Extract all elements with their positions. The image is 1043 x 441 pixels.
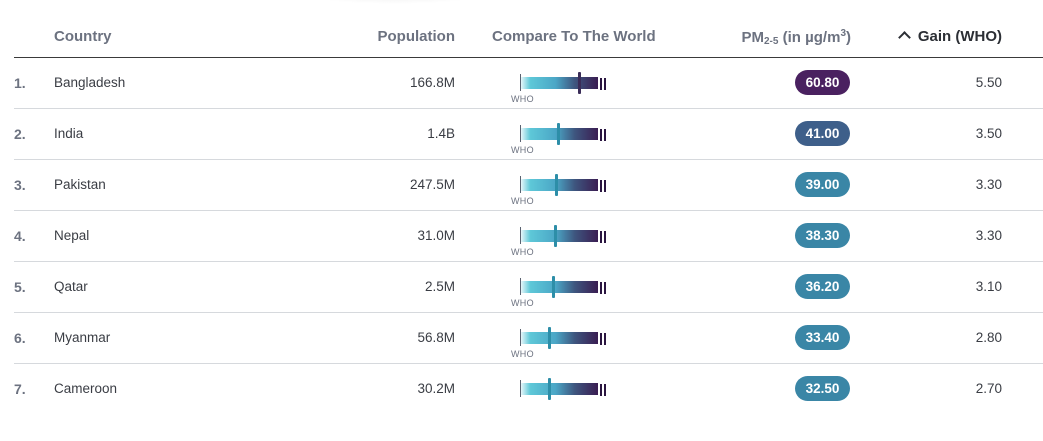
who-label: WHO	[511, 94, 534, 104]
gain-value: 2.80	[975, 330, 1002, 345]
country-name[interactable]: Nepal	[54, 228, 90, 243]
who-guideline-tick	[520, 278, 521, 295]
pm-close-paren: )	[846, 29, 851, 46]
pm25-value-badge: 39.00	[795, 172, 850, 197]
gain-value: 3.50	[975, 126, 1002, 141]
pm-gradient-bar	[521, 77, 598, 89]
country-name[interactable]: Qatar	[54, 279, 88, 294]
gain-header-label: Gain (WHO)	[917, 28, 1002, 45]
rank-number: 1.	[14, 75, 26, 91]
population-value: 2.5M	[424, 279, 455, 294]
country-level-marker	[554, 225, 557, 247]
pm-label: PM	[741, 29, 765, 46]
country-name[interactable]: Cameroon	[54, 381, 118, 396]
sort-ascending-icon[interactable]	[897, 31, 911, 44]
scale-end-marks	[600, 384, 606, 396]
compare-to-world-bar	[509, 364, 609, 414]
scale-end-marks	[600, 78, 606, 90]
country-level-marker	[555, 174, 558, 196]
who-guideline-tick	[520, 227, 521, 244]
country-level-marker	[548, 327, 551, 349]
pm-gradient-bar	[521, 230, 598, 242]
gain-value: 2.70	[975, 381, 1002, 396]
country-name[interactable]: Pakistan	[54, 177, 106, 192]
pm-gradient-bar	[521, 383, 598, 395]
country-name[interactable]: India	[54, 126, 84, 141]
scale-end-marks	[600, 282, 606, 294]
country-level-marker	[578, 72, 581, 94]
country-column-header[interactable]: Country	[54, 28, 112, 45]
pm25-value-badge: 60.80	[795, 70, 850, 95]
table-row[interactable]: 5. Qatar 2.5M WHO 36.20 3.10	[14, 262, 1043, 313]
country-level-marker	[552, 276, 555, 298]
who-guideline-tick	[520, 329, 521, 346]
who-label: WHO	[511, 349, 534, 359]
gain-value: 3.30	[975, 177, 1002, 192]
pm-gradient-bar	[521, 179, 598, 191]
pm-subscript: 2-5	[764, 36, 779, 47]
table-row[interactable]: 2. India 1.4B WHO 41.00 3.50	[14, 109, 1043, 160]
population-column-header[interactable]: Population	[377, 28, 456, 45]
country-name[interactable]: Bangladesh	[54, 75, 126, 90]
country-name[interactable]: Myanmar	[54, 330, 111, 345]
who-guideline-tick	[520, 74, 521, 91]
table-body: 1. Bangladesh 166.8M WHO 60.80 5.50 2. India 1.4…	[14, 58, 1043, 414]
population-value: 247.5M	[409, 177, 455, 192]
table-row[interactable]: 1. Bangladesh 166.8M WHO 60.80 5.50	[14, 58, 1043, 109]
population-value: 31.0M	[417, 228, 455, 243]
pm25-value-badge: 38.30	[795, 223, 850, 248]
pm-unit-label: (in µg/m	[778, 29, 841, 46]
table-header: Country Population Compare To The World …	[14, 0, 1043, 58]
population-value: 166.8M	[409, 75, 455, 90]
population-value: 56.8M	[417, 330, 455, 345]
gain-value: 5.50	[975, 75, 1002, 90]
pm25-column-header[interactable]: PM2-5 (in µg/m3)	[742, 28, 852, 47]
who-guideline-tick	[520, 380, 521, 397]
compare-to-world-bar: WHO	[509, 211, 609, 261]
table-row[interactable]: 6. Myanmar 56.8M WHO 33.40 2.80	[14, 313, 1043, 364]
table-row[interactable]: 3. Pakistan 247.5M WHO 39.00 3.30	[14, 160, 1043, 211]
pm25-value-badge: 32.50	[795, 376, 850, 401]
country-level-marker	[557, 123, 560, 145]
rank-number: 5.	[14, 279, 26, 295]
who-label: WHO	[511, 298, 534, 308]
scale-end-marks	[600, 129, 606, 141]
pm25-value-badge: 33.40	[795, 325, 850, 350]
who-guideline-tick	[520, 125, 521, 142]
scale-end-marks	[600, 180, 606, 192]
pm-superscript: 3	[840, 28, 846, 39]
rank-number: 3.	[14, 177, 26, 193]
compare-column-header[interactable]: Compare To The World	[492, 28, 656, 45]
compare-to-world-bar: WHO	[509, 58, 609, 108]
compare-to-world-bar: WHO	[509, 109, 609, 159]
pm25-value-badge: 41.00	[795, 121, 850, 146]
gain-value: 3.30	[975, 228, 1002, 243]
rank-number: 2.	[14, 126, 26, 142]
table-row[interactable]: 7. Cameroon 30.2M 32.50 2.70	[14, 364, 1043, 414]
country-level-marker	[548, 378, 551, 400]
compare-to-world-bar: WHO	[509, 313, 609, 363]
pm-gradient-bar	[521, 332, 598, 344]
table-row[interactable]: 4. Nepal 31.0M WHO 38.30 3.30	[14, 211, 1043, 262]
compare-to-world-bar: WHO	[509, 160, 609, 210]
gain-value: 3.10	[975, 279, 1002, 294]
rank-number: 7.	[14, 381, 26, 397]
who-label: WHO	[511, 145, 534, 155]
gain-column-header[interactable]: Gain (WHO)	[897, 28, 1002, 45]
rank-number: 6.	[14, 330, 26, 346]
scale-end-marks	[600, 231, 606, 243]
pm-gradient-bar	[521, 281, 598, 293]
who-label: WHO	[511, 247, 534, 257]
pm25-value-badge: 36.20	[795, 274, 850, 299]
pm25-ranking-table: Country Population Compare To The World …	[14, 0, 1043, 414]
top-shadow	[300, 0, 490, 4]
who-guideline-tick	[520, 176, 521, 193]
who-label: WHO	[511, 196, 534, 206]
compare-to-world-bar: WHO	[509, 262, 609, 312]
rank-number: 4.	[14, 228, 26, 244]
population-value: 1.4B	[427, 126, 455, 141]
population-value: 30.2M	[417, 381, 455, 396]
scale-end-marks	[600, 333, 606, 345]
